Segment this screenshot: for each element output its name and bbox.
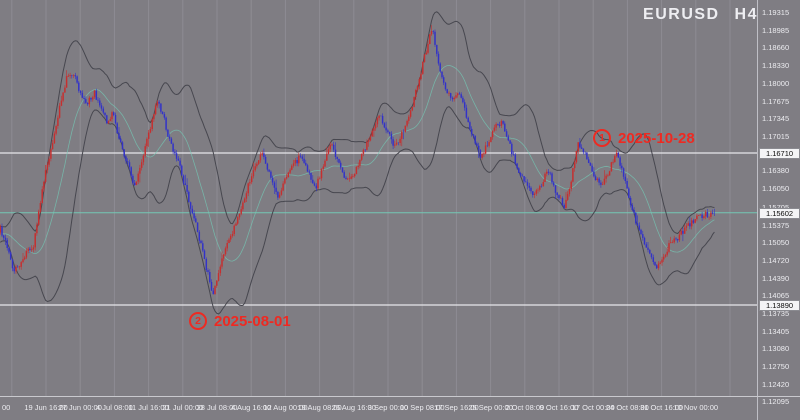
upper-level-price-tag: 1.16710	[759, 147, 800, 159]
price-axis-label: 1.13735	[762, 308, 790, 318]
price-axis-label: 1.14390	[762, 273, 790, 283]
price-axis-label: 1.13405	[762, 326, 790, 336]
down-candle-wicks	[1, 29, 715, 295]
price-chart-canvas[interactable]	[0, 0, 757, 397]
price-axis-label: 1.13080	[762, 344, 790, 354]
price-axis-label: 1.12420	[762, 379, 790, 389]
time-axis[interactable]: 00 19 Jun 16:00 27 Jun 00:00 4 Jul 08:00 11 …	[0, 396, 800, 420]
price-axis-label: 1.15705	[762, 203, 789, 212]
price-axis-label: 1.14720	[762, 255, 790, 265]
time-axis-label: 24 Oct 08:00	[605, 403, 649, 412]
time-axis-label: 26 Aug 16:00	[331, 403, 376, 412]
annotation-date-label: 2025-08-01	[214, 312, 291, 330]
annotation-marker-2[interactable]: 2 2025-08-01	[189, 312, 291, 330]
current-price-tag: 1.15602	[759, 207, 800, 219]
annotation-marker-1[interactable]: 1 2025-10-28	[593, 129, 695, 147]
annotation-date-label: 2025-10-28	[618, 129, 695, 147]
bollinger-middle-line	[0, 64, 715, 262]
time-axis-label: 3 Sep 00:00	[367, 403, 409, 412]
price-axis-label: 1.18985	[762, 25, 790, 35]
time-axis-label: 11 Jul 16:00	[128, 403, 169, 412]
time-axis-label: 9 Oct 16:00	[539, 403, 579, 412]
time-axis-label: 4 Aug 16:00	[231, 403, 272, 412]
time-axis-label: 4 Jul 08:00	[96, 403, 133, 412]
price-axis-label: 1.17015	[762, 132, 790, 141]
price-axis-label: 1.18660	[762, 43, 790, 53]
time-axis-label: 28 Jul 08:00	[196, 403, 238, 412]
time-axis-label: 10 Nov 00:00	[673, 403, 719, 412]
price-axis-label: 1.12750	[762, 362, 790, 371]
price-axis-label: 1.19315	[762, 8, 790, 18]
symbol-timeframe-title: EURUSD H4	[643, 6, 758, 23]
price-axis-label: 1.18000	[762, 79, 790, 88]
price-axis-label: 1.15050	[762, 238, 790, 247]
price-axis-label: 1.16050	[762, 184, 790, 194]
time-axis-label: 25 Sep 00:00	[468, 403, 513, 412]
time-axis-label: 17 Sep 16:00	[434, 403, 479, 412]
price-axis-label: 1.17675	[762, 96, 790, 106]
time-axis-label: 12 Aug 00:00	[263, 403, 308, 412]
lower-level-price-tag: 1.13890	[759, 300, 800, 311]
price-axis-label: 1.16380	[762, 166, 790, 176]
time-axis-label: 31 Oct 16:00	[640, 403, 684, 412]
up-candle-wicks	[0, 25, 712, 295]
price-axis-label: 1.12095	[762, 397, 790, 407]
up-candle-bodies	[0, 31, 712, 295]
time-axis-label: 21 Jul 00:00	[162, 403, 204, 412]
time-axis-label: 19 Aug 08:00	[297, 403, 342, 412]
time-axis-label: 00	[2, 403, 11, 412]
price-axis-label: 1.14065	[762, 291, 790, 301]
down-candle-bodies	[1, 31, 716, 295]
price-axis-label: 1.18330	[762, 61, 790, 71]
circled-number-icon: 2	[189, 312, 207, 330]
price-axis-label: 1.15375	[762, 220, 790, 230]
price-axis-label: 1.17345	[762, 114, 790, 124]
time-axis-label: 2 Oct 08:00	[505, 403, 545, 412]
time-axis-label: 10 Sep 08:00	[399, 403, 445, 412]
time-axis-label: 19 Jun 16:00	[24, 403, 68, 412]
time-axis-label: 17 Oct 00:00	[571, 403, 615, 412]
time-axis-label: 27 Jun 00:00	[58, 403, 102, 412]
circled-number-icon: 1	[593, 129, 611, 147]
